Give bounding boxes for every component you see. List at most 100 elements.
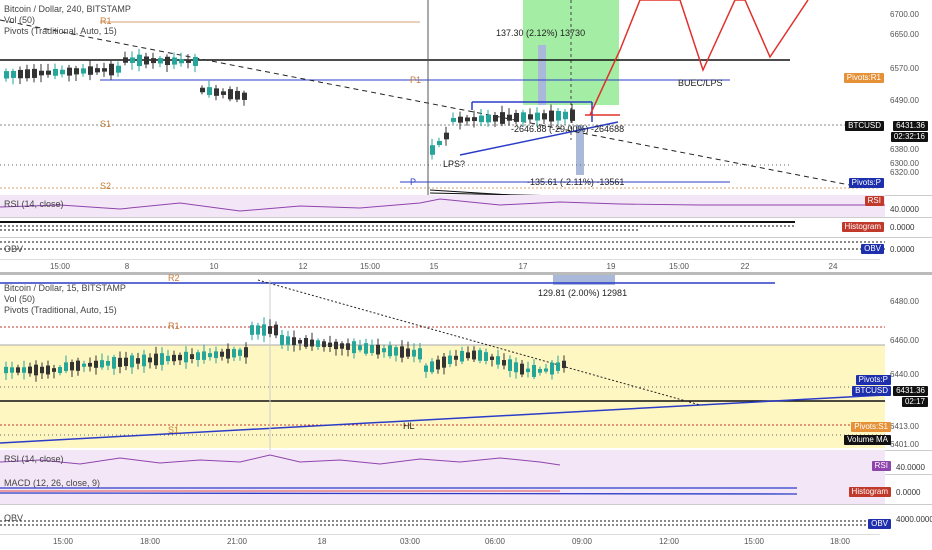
bottom-obv-pane[interactable]: OBV xyxy=(0,504,885,529)
candle xyxy=(364,343,368,354)
top-legend-pivots[interactable]: Pivots (Traditional, Auto, 15) xyxy=(4,26,117,36)
candle xyxy=(81,68,86,74)
top-price-chart[interactable] xyxy=(0,0,885,195)
top-legend: Bitcoin / Dollar, 240, BITSTAMP Vol (50)… xyxy=(4,4,131,37)
top-axis-tick: 6700.00 xyxy=(890,10,919,19)
candle xyxy=(4,71,9,79)
top-obv-pane[interactable]: OBV xyxy=(0,237,885,259)
top-hist-tag: Histogram xyxy=(841,222,884,232)
candle xyxy=(207,87,212,95)
candle xyxy=(184,351,188,363)
candle xyxy=(88,66,93,75)
top-hist-value: 0.0000 xyxy=(890,223,915,232)
bottom-legend: Bitcoin / Dollar, 15, BITSTAMP Vol (50) … xyxy=(4,283,126,316)
pivot-label-p1: P1 xyxy=(410,75,422,85)
bottom-price-axis[interactable]: 6480.00 6460.00 6440.00 6413.00 6401.00 xyxy=(886,275,932,450)
candle xyxy=(346,343,350,350)
top-axis-tick: 6570.00 xyxy=(890,64,919,73)
candle xyxy=(430,145,435,155)
candle xyxy=(32,68,37,78)
top-hist-lines xyxy=(0,221,795,231)
bottom-btcusd-value-tag: 6431.36 xyxy=(893,386,928,396)
bottom-legend-symbol[interactable]: Bitcoin / Dollar, 15, BITSTAMP xyxy=(4,283,126,293)
bottom-legend-pivots[interactable]: Pivots (Traditional, Auto, 15) xyxy=(4,305,117,315)
bottom-line-1 xyxy=(429,192,543,195)
measure-top-label: 137.30 (2.12%) 13730 xyxy=(496,28,586,38)
candle xyxy=(304,338,308,347)
candle xyxy=(95,68,100,73)
bottom-chart-pane[interactable]: Bitcoin / Dollar, 15, BITSTAMP Vol (50) … xyxy=(0,273,932,550)
candle xyxy=(200,87,205,93)
candle xyxy=(538,368,542,373)
bottom-axis-tick: 6460.00 xyxy=(890,336,919,345)
candle xyxy=(465,117,470,122)
top-axis-tick: 6490.00 xyxy=(890,96,919,105)
bottom-pivot-s1: S1 xyxy=(168,425,180,435)
volume-ma-tag: Volume MA xyxy=(844,435,891,445)
candle xyxy=(286,336,290,345)
candle xyxy=(437,140,442,146)
bottom-obv-label[interactable]: OBV xyxy=(4,513,24,523)
candle xyxy=(563,111,568,120)
candle xyxy=(274,324,278,336)
candle xyxy=(556,110,561,121)
candle xyxy=(16,367,20,373)
candle xyxy=(458,116,463,123)
candle xyxy=(292,337,296,346)
candle xyxy=(472,350,476,360)
measure-box xyxy=(553,275,615,285)
bottom-rsi-pane[interactable]: RSI (14, close) xyxy=(0,450,885,474)
bottom-legend-volume[interactable]: Vol (50) xyxy=(4,294,36,304)
candle xyxy=(186,59,191,63)
top-obv-lines xyxy=(0,241,885,250)
bottom-price-chart[interactable] xyxy=(0,275,885,450)
candle xyxy=(451,118,456,122)
top-legend-volume[interactable]: Vol (50) xyxy=(4,15,36,25)
candle xyxy=(58,367,62,373)
top-legend-symbol[interactable]: Bitcoin / Dollar, 240, BITSTAMP xyxy=(4,4,131,14)
descending-trendline xyxy=(257,279,701,406)
bottom-macd-pane[interactable]: MACD (12, 26, close, 9) xyxy=(0,474,885,504)
candle xyxy=(52,368,56,372)
top-obv-value: 0.0000 xyxy=(890,245,915,254)
top-axis-tick: 6380.00 xyxy=(890,145,919,154)
candle xyxy=(388,345,392,357)
bottom-line-2 xyxy=(429,189,519,195)
candle xyxy=(520,363,524,375)
top-time-tick: 12 xyxy=(298,262,308,271)
top-axis-tick: 6300.00 xyxy=(890,159,919,168)
top-rsi-pane[interactable]: RSI (14, close) xyxy=(0,195,885,217)
top-time-tick: 22 xyxy=(740,262,750,271)
candle xyxy=(478,350,482,361)
candle xyxy=(106,360,110,366)
candle xyxy=(172,354,176,362)
bottom-macd-label[interactable]: MACD (12, 26, close, 9) xyxy=(4,478,101,488)
top-obv-label[interactable]: OBV xyxy=(4,244,24,254)
candle xyxy=(124,357,128,367)
candle xyxy=(535,112,540,121)
bottom-rsi-label[interactable]: RSI (14, close) xyxy=(4,454,64,464)
dashed-trendline xyxy=(0,19,861,188)
chart-divider[interactable] xyxy=(0,272,932,275)
projected-path xyxy=(589,0,809,116)
candle xyxy=(172,57,177,65)
top-hist-pane[interactable] xyxy=(0,217,885,237)
top-rsi-label[interactable]: RSI (14, close) xyxy=(4,199,64,209)
candle xyxy=(268,326,272,334)
bottom-time-axis[interactable]: 15:00 18:00 21:00 18 03:00 06:00 09:00 1… xyxy=(0,534,880,548)
candle xyxy=(166,355,170,362)
candle xyxy=(144,56,149,65)
bottom-rsi-line xyxy=(0,454,561,466)
top-time-axis[interactable]: 15:00 8 10 12 15:00 15 17 19 15:00 22 24 xyxy=(0,259,880,273)
candle xyxy=(412,349,416,357)
candle xyxy=(442,356,446,368)
candle xyxy=(70,362,74,371)
candle xyxy=(532,364,536,377)
bottom-measure-label: 129.81 (2.00%) 12981 xyxy=(538,288,628,298)
candle xyxy=(214,351,218,359)
bottom-countdown-tag: 02:17 xyxy=(901,397,928,407)
candle xyxy=(562,360,566,369)
lps-label: LPS? xyxy=(443,159,466,169)
top-price-axis[interactable]: 6700.00 6650.00 6570.00 6490.00 6380.00 … xyxy=(886,0,932,195)
top-chart-pane[interactable]: Bitcoin / Dollar, 240, BITSTAMP Vol (50)… xyxy=(0,0,932,272)
